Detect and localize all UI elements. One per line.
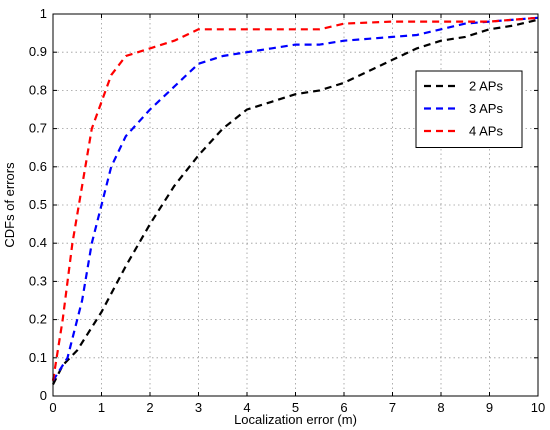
y-tick-label: 0.3 [29,273,47,288]
x-tick-label: 9 [486,400,493,415]
y-tick-label: 0.8 [29,82,47,97]
y-axis-label: CDFs of errors [2,162,17,248]
plot-frame [52,13,539,397]
x-axis-label: Localization error (m) [234,412,357,427]
x-tick-labels: 0 1 2 3 4 5 6 7 8 9 10 [49,400,545,415]
y-tick-label: 0.5 [29,197,47,212]
x-tick-label: 0 [49,400,56,415]
series-line-4-aps [51,16,539,381]
y-tick-label: 1 [40,6,47,21]
y-tick-label: 0.2 [29,312,47,327]
x-tick-label: 3 [195,400,202,415]
x-tick-label: 7 [389,400,396,415]
x-tick-label: 5 [292,400,299,415]
x-tick-label: 8 [437,400,444,415]
legend-label: 4 APs [469,124,503,139]
y-tick-label: 0.9 [29,44,47,59]
y-tick-label: 0.1 [29,350,47,365]
y-tick-labels: 0 0.1 0.2 0.3 0.4 0.5 0.6 0.7 0.8 0.9 1 [29,6,47,403]
legend: 2 APs 3 APs 4 APs [415,70,523,148]
y-tick-label: 0.4 [29,235,47,250]
y-tick-label: 0.7 [29,121,47,136]
y-tick-label: 0.6 [29,159,47,174]
series-line-2-aps [52,18,539,385]
x-tick-label: 2 [146,400,153,415]
x-tick-label: 4 [243,400,250,415]
x-tick-label: 6 [340,400,347,415]
series-line-3-aps [52,16,539,382]
series-lines [51,16,539,385]
y-tick-label: 0 [40,388,47,403]
legend-box [415,70,523,148]
legend-label: 2 APs [469,79,503,94]
legend-label: 3 APs [469,101,503,116]
x-tick-label: 1 [98,400,105,415]
x-tick-label: 10 [531,400,545,415]
